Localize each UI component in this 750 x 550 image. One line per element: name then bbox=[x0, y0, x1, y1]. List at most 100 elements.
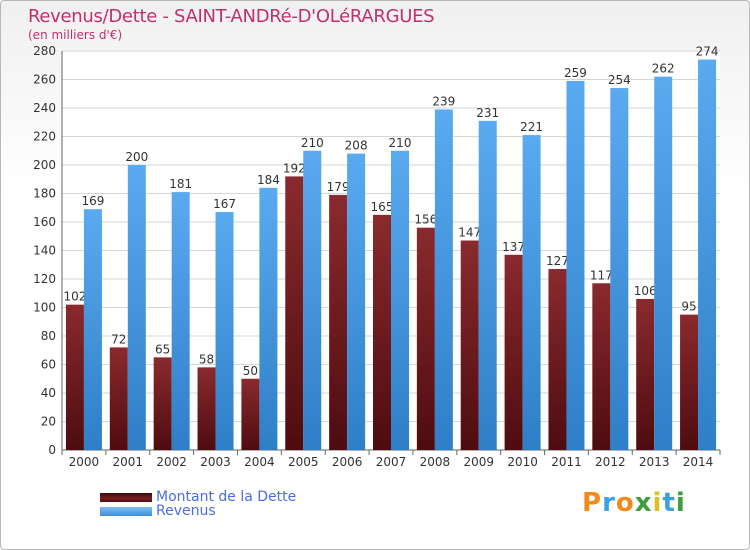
bar-revenus bbox=[83, 209, 102, 450]
bar-dette bbox=[153, 357, 172, 450]
x-tick-label: 2005 bbox=[288, 455, 319, 469]
bar-revenus bbox=[698, 59, 717, 451]
bar-revenus bbox=[215, 212, 234, 450]
bar-revenus bbox=[127, 165, 146, 450]
bar-revenus bbox=[391, 150, 409, 450]
chart-subtitle: (en milliers d'€) bbox=[28, 28, 123, 42]
bar-dette bbox=[197, 367, 216, 450]
data-label: 184 bbox=[257, 173, 280, 187]
data-label: 259 bbox=[564, 66, 587, 80]
data-label: 239 bbox=[432, 94, 455, 108]
data-label: 262 bbox=[652, 62, 675, 76]
y-tick-label: 20 bbox=[41, 415, 56, 429]
data-label: 72 bbox=[111, 332, 126, 346]
x-tick-label: 2003 bbox=[200, 455, 231, 469]
bar-dette bbox=[329, 194, 348, 450]
bar-revenus bbox=[654, 76, 673, 451]
y-tick-label: 200 bbox=[33, 158, 56, 172]
bar-revenus bbox=[347, 153, 366, 450]
bar-revenus bbox=[566, 80, 585, 451]
bar-revenus bbox=[434, 109, 453, 451]
bar-dette bbox=[241, 378, 260, 450]
legend-label-revenus: Revenus bbox=[156, 503, 216, 519]
y-tick-label: 100 bbox=[33, 301, 56, 315]
data-label: 200 bbox=[125, 150, 148, 164]
data-label: 221 bbox=[520, 120, 543, 134]
bar-revenus bbox=[610, 88, 629, 451]
data-label: 137 bbox=[502, 240, 525, 254]
y-tick-label: 40 bbox=[41, 386, 56, 400]
y-tick-label: 220 bbox=[33, 130, 56, 144]
legend-item-dette: Montant de la Dette bbox=[100, 489, 296, 505]
y-tick-label: 140 bbox=[33, 244, 56, 258]
bar-dette bbox=[548, 269, 567, 450]
data-label: 167 bbox=[213, 197, 236, 211]
legend-item-revenus: Revenus bbox=[100, 503, 216, 519]
bar-revenus bbox=[522, 135, 541, 450]
bar-revenus bbox=[478, 120, 497, 450]
data-label: 274 bbox=[696, 45, 719, 59]
x-tick-label: 2010 bbox=[507, 455, 538, 469]
data-label: 181 bbox=[169, 177, 192, 191]
bar-dette bbox=[109, 347, 128, 450]
data-label: 210 bbox=[389, 136, 412, 150]
x-tick-label: 2001 bbox=[113, 455, 144, 469]
x-tick-label: 2009 bbox=[463, 455, 494, 469]
y-tick-label: 260 bbox=[33, 73, 56, 87]
y-tick-label: 240 bbox=[33, 101, 56, 115]
bar-revenus bbox=[303, 150, 322, 450]
data-label: 65 bbox=[155, 342, 170, 356]
x-tick-label: 2008 bbox=[420, 455, 451, 469]
bar-dette bbox=[504, 254, 523, 450]
x-tick-label: 2013 bbox=[639, 455, 670, 469]
data-label: 254 bbox=[608, 73, 631, 87]
bar-dette bbox=[373, 214, 391, 450]
bar-dette bbox=[592, 283, 611, 450]
x-tick-label: 2014 bbox=[683, 455, 714, 469]
chart-title: Revenus/Dette - SAINT-ANDRé-D'OLéRARGUES bbox=[28, 6, 435, 27]
y-tick-label: 120 bbox=[33, 272, 56, 286]
legend-swatch-dette bbox=[100, 492, 152, 502]
x-tick-label: 2002 bbox=[156, 455, 187, 469]
bar-dette bbox=[65, 304, 84, 450]
y-tick-label: 60 bbox=[41, 358, 56, 372]
bar-dette bbox=[460, 240, 479, 450]
x-tick-label: 2011 bbox=[551, 455, 582, 469]
bar-revenus bbox=[259, 187, 278, 451]
y-tick-label: 180 bbox=[33, 187, 56, 201]
data-label: 165 bbox=[371, 200, 394, 214]
y-tick-label: 80 bbox=[41, 329, 56, 343]
legend-swatch-revenus bbox=[100, 506, 152, 516]
data-label: 127 bbox=[546, 254, 569, 268]
data-label: 102 bbox=[63, 290, 86, 304]
x-tick-label: 2006 bbox=[332, 455, 363, 469]
y-tick-label: 160 bbox=[33, 215, 56, 229]
x-tick-label: 2004 bbox=[244, 455, 275, 469]
y-tick-label: 0 bbox=[48, 443, 56, 457]
x-tick-label: 2012 bbox=[595, 455, 626, 469]
bar-dette bbox=[416, 227, 435, 450]
data-label: 179 bbox=[327, 180, 350, 194]
data-label: 169 bbox=[81, 194, 104, 208]
bar-revenus bbox=[171, 192, 190, 450]
data-label: 95 bbox=[681, 300, 696, 314]
data-label: 106 bbox=[634, 284, 657, 298]
x-tick-label: 2007 bbox=[376, 455, 407, 469]
data-label: 156 bbox=[414, 213, 437, 227]
legend-label-dette: Montant de la Dette bbox=[156, 489, 297, 505]
y-tick-label: 280 bbox=[33, 44, 56, 58]
data-label: 147 bbox=[458, 226, 481, 240]
data-label: 231 bbox=[476, 106, 499, 120]
x-tick-label: 2000 bbox=[69, 455, 100, 469]
proxiti-logo: Proxiti bbox=[582, 488, 686, 518]
bar-dette bbox=[285, 176, 304, 450]
bar-dette bbox=[680, 314, 699, 450]
data-label: 192 bbox=[283, 161, 306, 175]
data-label: 117 bbox=[590, 268, 613, 282]
data-label: 208 bbox=[345, 139, 368, 153]
bar-dette bbox=[636, 298, 655, 450]
data-label: 58 bbox=[199, 352, 214, 366]
data-label: 210 bbox=[301, 136, 324, 150]
data-label: 50 bbox=[243, 364, 258, 378]
